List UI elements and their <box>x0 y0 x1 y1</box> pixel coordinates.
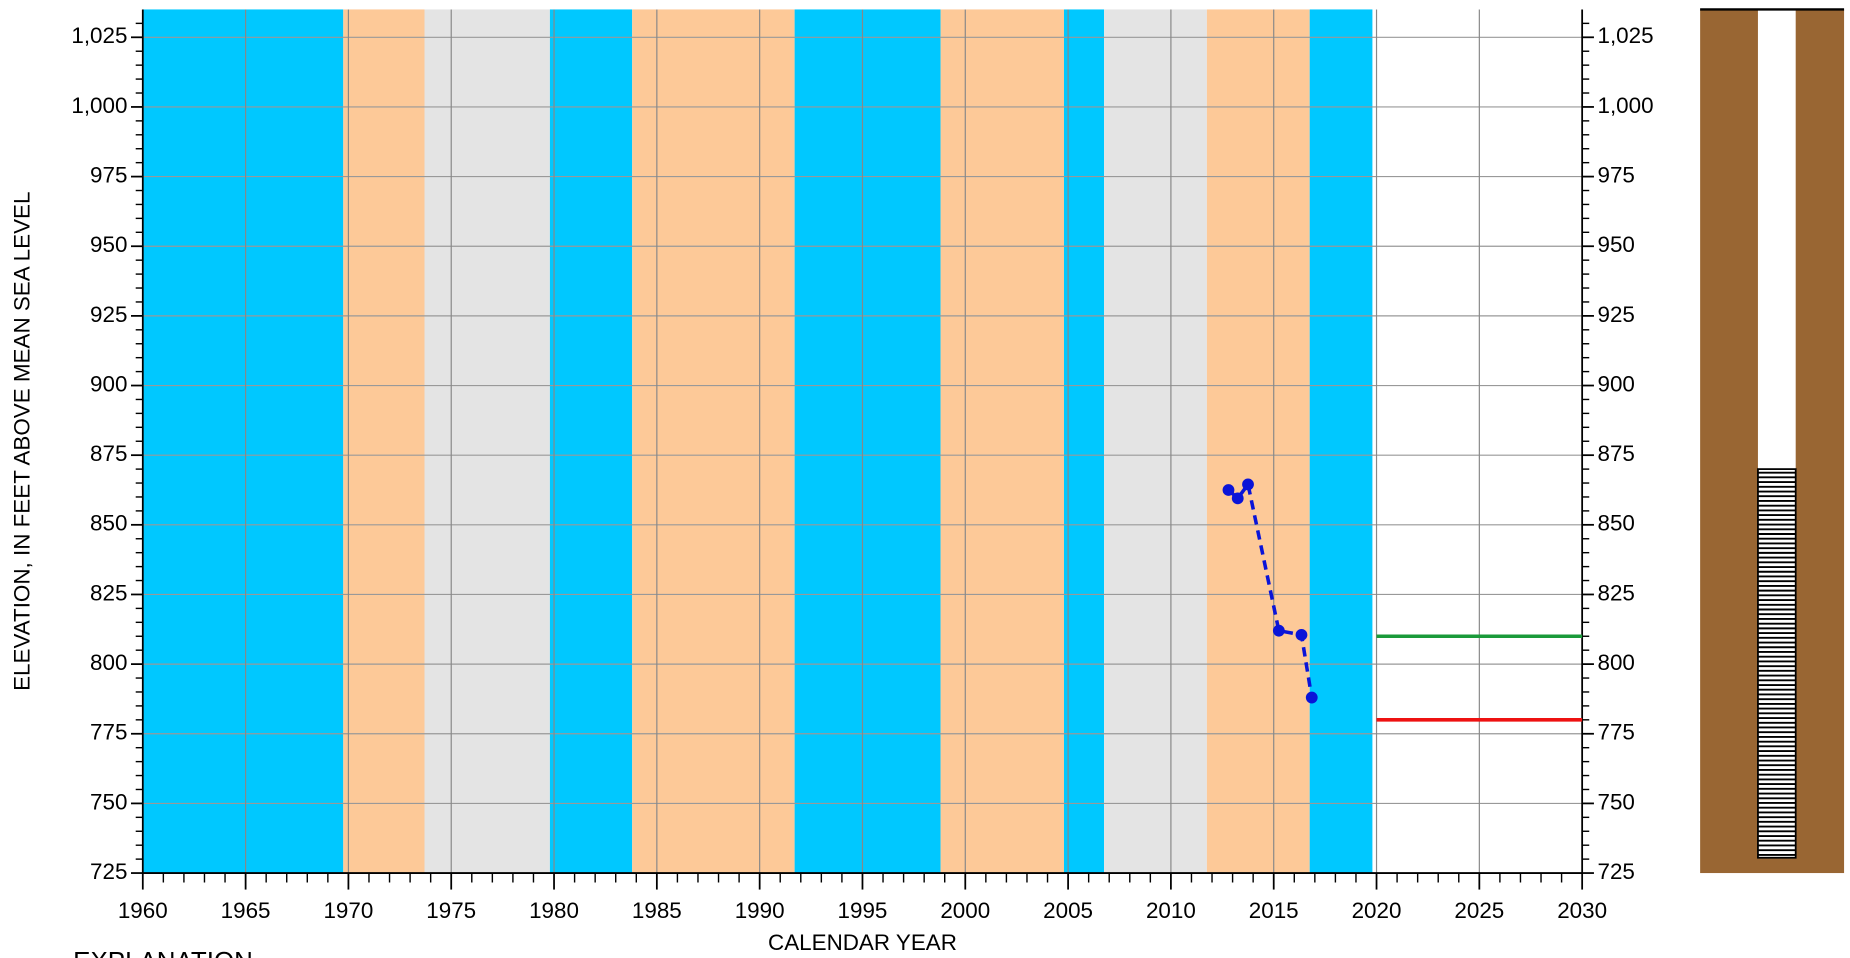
well-screen <box>1757 468 1797 859</box>
y2-tick-label: 850 <box>1597 511 1634 536</box>
period-band <box>1206 9 1310 874</box>
explanation-title: EXPLANATION <box>73 948 253 958</box>
y-tick-label: 750 <box>90 789 127 814</box>
period-band <box>142 9 344 874</box>
period-band <box>1309 9 1373 874</box>
data-point <box>1242 478 1254 491</box>
x-tick-label: 1995 <box>838 898 888 923</box>
data-point <box>1272 624 1285 637</box>
period-band <box>549 9 633 874</box>
y-axis-title: ELEVATION, IN FEET ABOVE MEAN SEA LEVEL <box>10 192 35 691</box>
x-tick-label: 1965 <box>221 898 271 923</box>
y-tick-label: 950 <box>90 232 127 257</box>
period-band <box>632 9 795 874</box>
y-tick-label: 900 <box>90 371 127 396</box>
x-tick-label: 1985 <box>632 898 682 923</box>
period-band <box>1104 9 1207 874</box>
x-tick-label: 2030 <box>1557 898 1607 923</box>
y2-tick-label: 925 <box>1597 302 1634 327</box>
y-tick-label: 1,025 <box>71 23 127 48</box>
y-tick-label: 775 <box>90 720 127 745</box>
x-tick-label: 2015 <box>1249 898 1299 923</box>
x-axis-title: CALENDAR YEAR <box>768 930 957 955</box>
y2-tick-label: 900 <box>1597 371 1634 396</box>
y2-tick-label: 725 <box>1597 859 1634 884</box>
y2-tick-label: 800 <box>1597 650 1634 675</box>
y-tick-label: 925 <box>90 302 127 327</box>
y-tick-label: 825 <box>90 580 127 605</box>
x-tick-label: 1970 <box>323 898 373 923</box>
y2-tick-label: 825 <box>1597 580 1634 605</box>
y-tick-label: 875 <box>90 441 127 466</box>
x-tick-label: 1990 <box>735 898 785 923</box>
data-point <box>1295 628 1308 641</box>
data-point <box>1231 492 1244 505</box>
period-band <box>1063 9 1105 874</box>
y2-tick-label: 775 <box>1597 720 1634 745</box>
y2-tick-label: 950 <box>1597 232 1634 257</box>
y2-tick-label: 875 <box>1597 441 1634 466</box>
data-point <box>1222 484 1235 496</box>
y2-tick-label: 750 <box>1597 789 1634 814</box>
y-tick-label: 850 <box>90 511 127 536</box>
x-tick-label: 2005 <box>1043 898 1093 923</box>
y2-tick-label: 1,025 <box>1597 23 1653 48</box>
period-band <box>940 9 1064 874</box>
data-point <box>1305 691 1318 704</box>
period-band <box>343 9 425 874</box>
x-tick-label: 1980 <box>529 898 579 923</box>
x-tick-label: 2025 <box>1454 898 1504 923</box>
y-tick-label: 725 <box>90 859 127 884</box>
y-tick-label: 800 <box>90 650 127 675</box>
x-tick-label: 2000 <box>940 898 990 923</box>
y2-tick-label: 1,000 <box>1597 93 1653 118</box>
x-tick-label: 2020 <box>1352 898 1402 923</box>
x-tick-label: 2010 <box>1146 898 1196 923</box>
x-tick-label: 1960 <box>118 898 168 923</box>
period-band <box>424 9 550 874</box>
y-tick-label: 1,000 <box>71 93 127 118</box>
x-tick-label: 1975 <box>426 898 476 923</box>
period-band <box>794 9 941 874</box>
y2-tick-label: 975 <box>1597 163 1634 188</box>
y-tick-label: 975 <box>90 163 127 188</box>
